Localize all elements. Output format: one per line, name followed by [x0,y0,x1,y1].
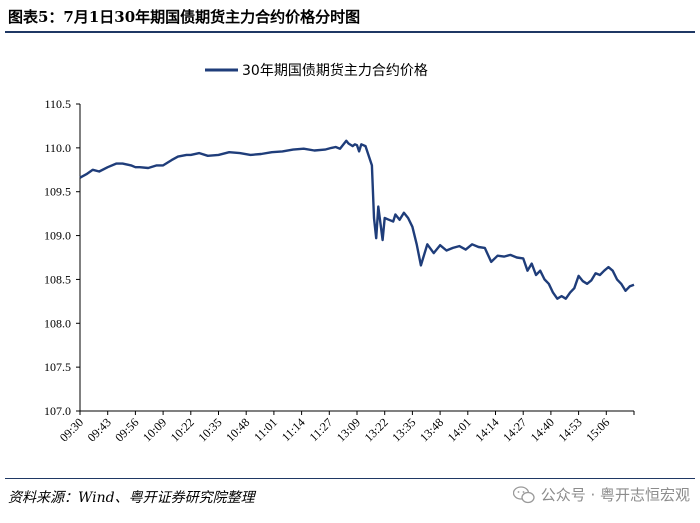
x-tick-label: 14:53 [555,415,584,444]
x-tick-label: 09:43 [85,415,114,444]
x-tick-label: 14:40 [528,415,557,444]
watermark-text: 公众号 · 粤开志恒宏观 [540,486,690,504]
footer-rule [5,478,695,479]
source-note: 资料来源：Wind、粤开证券研究院整理 [8,490,255,506]
y-tick-label: 108.0 [44,316,71,330]
legend: 30年期国债期货主力合约价格 [205,62,428,79]
x-tick-label: 11:14 [279,415,308,444]
price-line-chart: 30年期国债期货主力合约价格 107.0 107.5 108.0 108.5 109.0… [44,62,635,444]
title-rule [5,31,695,33]
x-tick-label: 13:48 [417,415,446,444]
y-tick-label: 109.0 [44,229,71,243]
x-tick-label: 14:01 [445,415,474,444]
plot-area [79,139,635,300]
x-tick-label: 10:35 [195,415,224,444]
x-tick-label: 11:01 [251,415,280,444]
x-tick-label: 10:22 [168,415,197,444]
x-tick-label: 14:14 [472,415,501,444]
figure-title: 图表5：7月1日30年期国债期货主力合约价格分时图 [8,8,361,26]
x-tick-label: 13:22 [362,415,391,444]
watermark: 公众号 · 粤开志恒宏观 [512,484,690,505]
x-tick-label: 14:27 [500,415,529,444]
legend-label: 30年期国债期货主力合约价格 [242,62,428,79]
y-tick-label: 110.0 [44,141,71,155]
y-tick-label: 109.5 [44,185,71,199]
x-tick-label: 10:48 [223,415,252,444]
wechat-icon [512,485,535,503]
series-line [79,139,635,300]
x-tick-label: 15:06 [583,415,612,444]
y-tick-label: 107.0 [44,404,71,418]
x-tick-label: 09:30 [57,415,86,444]
x-tick-label: 09:56 [112,415,141,444]
y-tick-label: 108.5 [44,272,71,286]
y-tick-label: 110.5 [44,97,71,111]
y-tick-label: 107.5 [44,360,71,374]
x-tick-label: 13:35 [389,415,418,444]
x-tick-label: 13:09 [334,415,363,444]
x-tick-label: 11:27 [307,415,336,444]
x-tick-label: 10:09 [140,415,169,444]
